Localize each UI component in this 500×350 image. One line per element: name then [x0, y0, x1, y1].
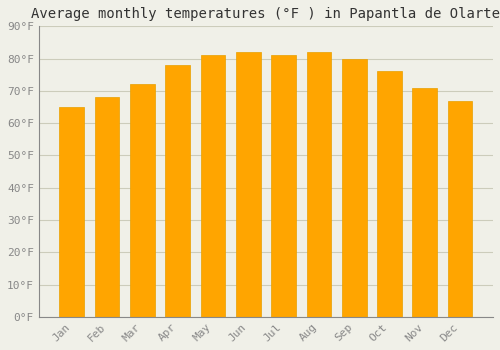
Bar	[412, 88, 437, 317]
Bar	[166, 65, 190, 317]
Bar	[306, 52, 331, 317]
Bar	[130, 84, 155, 317]
Bar	[271, 55, 296, 317]
Bar	[60, 107, 84, 317]
Title: Average monthly temperatures (°F ) in Papantla de Olarte: Average monthly temperatures (°F ) in Pa…	[32, 7, 500, 21]
Bar	[448, 100, 472, 317]
Bar	[200, 55, 226, 317]
Bar	[236, 52, 260, 317]
Bar	[377, 71, 402, 317]
Bar	[342, 58, 366, 317]
Bar	[94, 97, 120, 317]
